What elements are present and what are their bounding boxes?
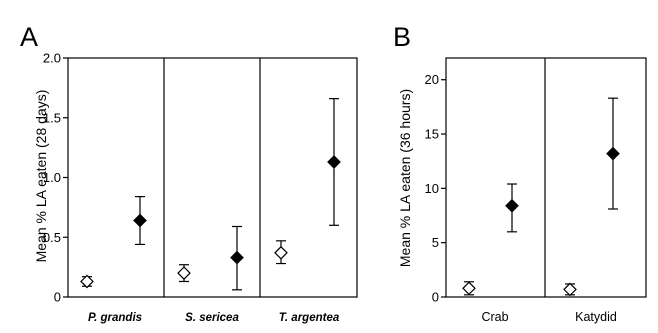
x-category-label: Crab [481,310,508,324]
plot-frame [445,57,647,298]
panel-a: A Mean % LA eaten (28 days) 2.0 1.5 1.0 0.5… [20,22,358,324]
y-tick-label: 2.0 [43,51,61,66]
y-tick-label: 5 [432,235,439,250]
open-diamond-marker [563,282,577,297]
filled-diamond-marker [327,155,341,169]
panel-a-letter: A [20,22,38,52]
panel-b-y-axis-label: Mean % LA eaten (36 hours) [397,89,413,267]
filled-diamond-marker [505,198,519,213]
open-diamond-marker [177,266,191,280]
y-tick-label: 1.0 [43,170,61,185]
panel-b-letter: B [393,22,411,52]
panel-a-y-axis-label: Mean % LA eaten (28 days) [33,90,49,263]
y-tick-label: 10 [425,181,439,196]
filled-diamond-marker [133,213,147,228]
y-tick-label: 15 [425,127,439,142]
y-tick-label: 20 [425,72,439,87]
open-diamond-marker [274,245,288,260]
filled-diamond-marker [230,250,244,265]
y-tick-label: 0.5 [43,230,61,245]
y-tick-label: 1.5 [43,110,61,125]
y-tick-label: 0 [432,290,439,305]
x-category-label: P. grandis [88,312,142,324]
open-diamond-marker [462,281,476,296]
y-tick-label: 0 [54,290,61,305]
x-category-label: Katydid [575,310,617,324]
x-category-label: S. sericea [185,312,239,324]
panel-b: B Mean % LA eaten (36 hours) 20 15 10 5 0 Cra… [393,22,647,324]
x-category-label: T. argentea [279,312,340,324]
filled-diamond-marker [606,146,620,161]
open-diamond-marker [80,274,94,289]
plot-frame [67,57,358,298]
